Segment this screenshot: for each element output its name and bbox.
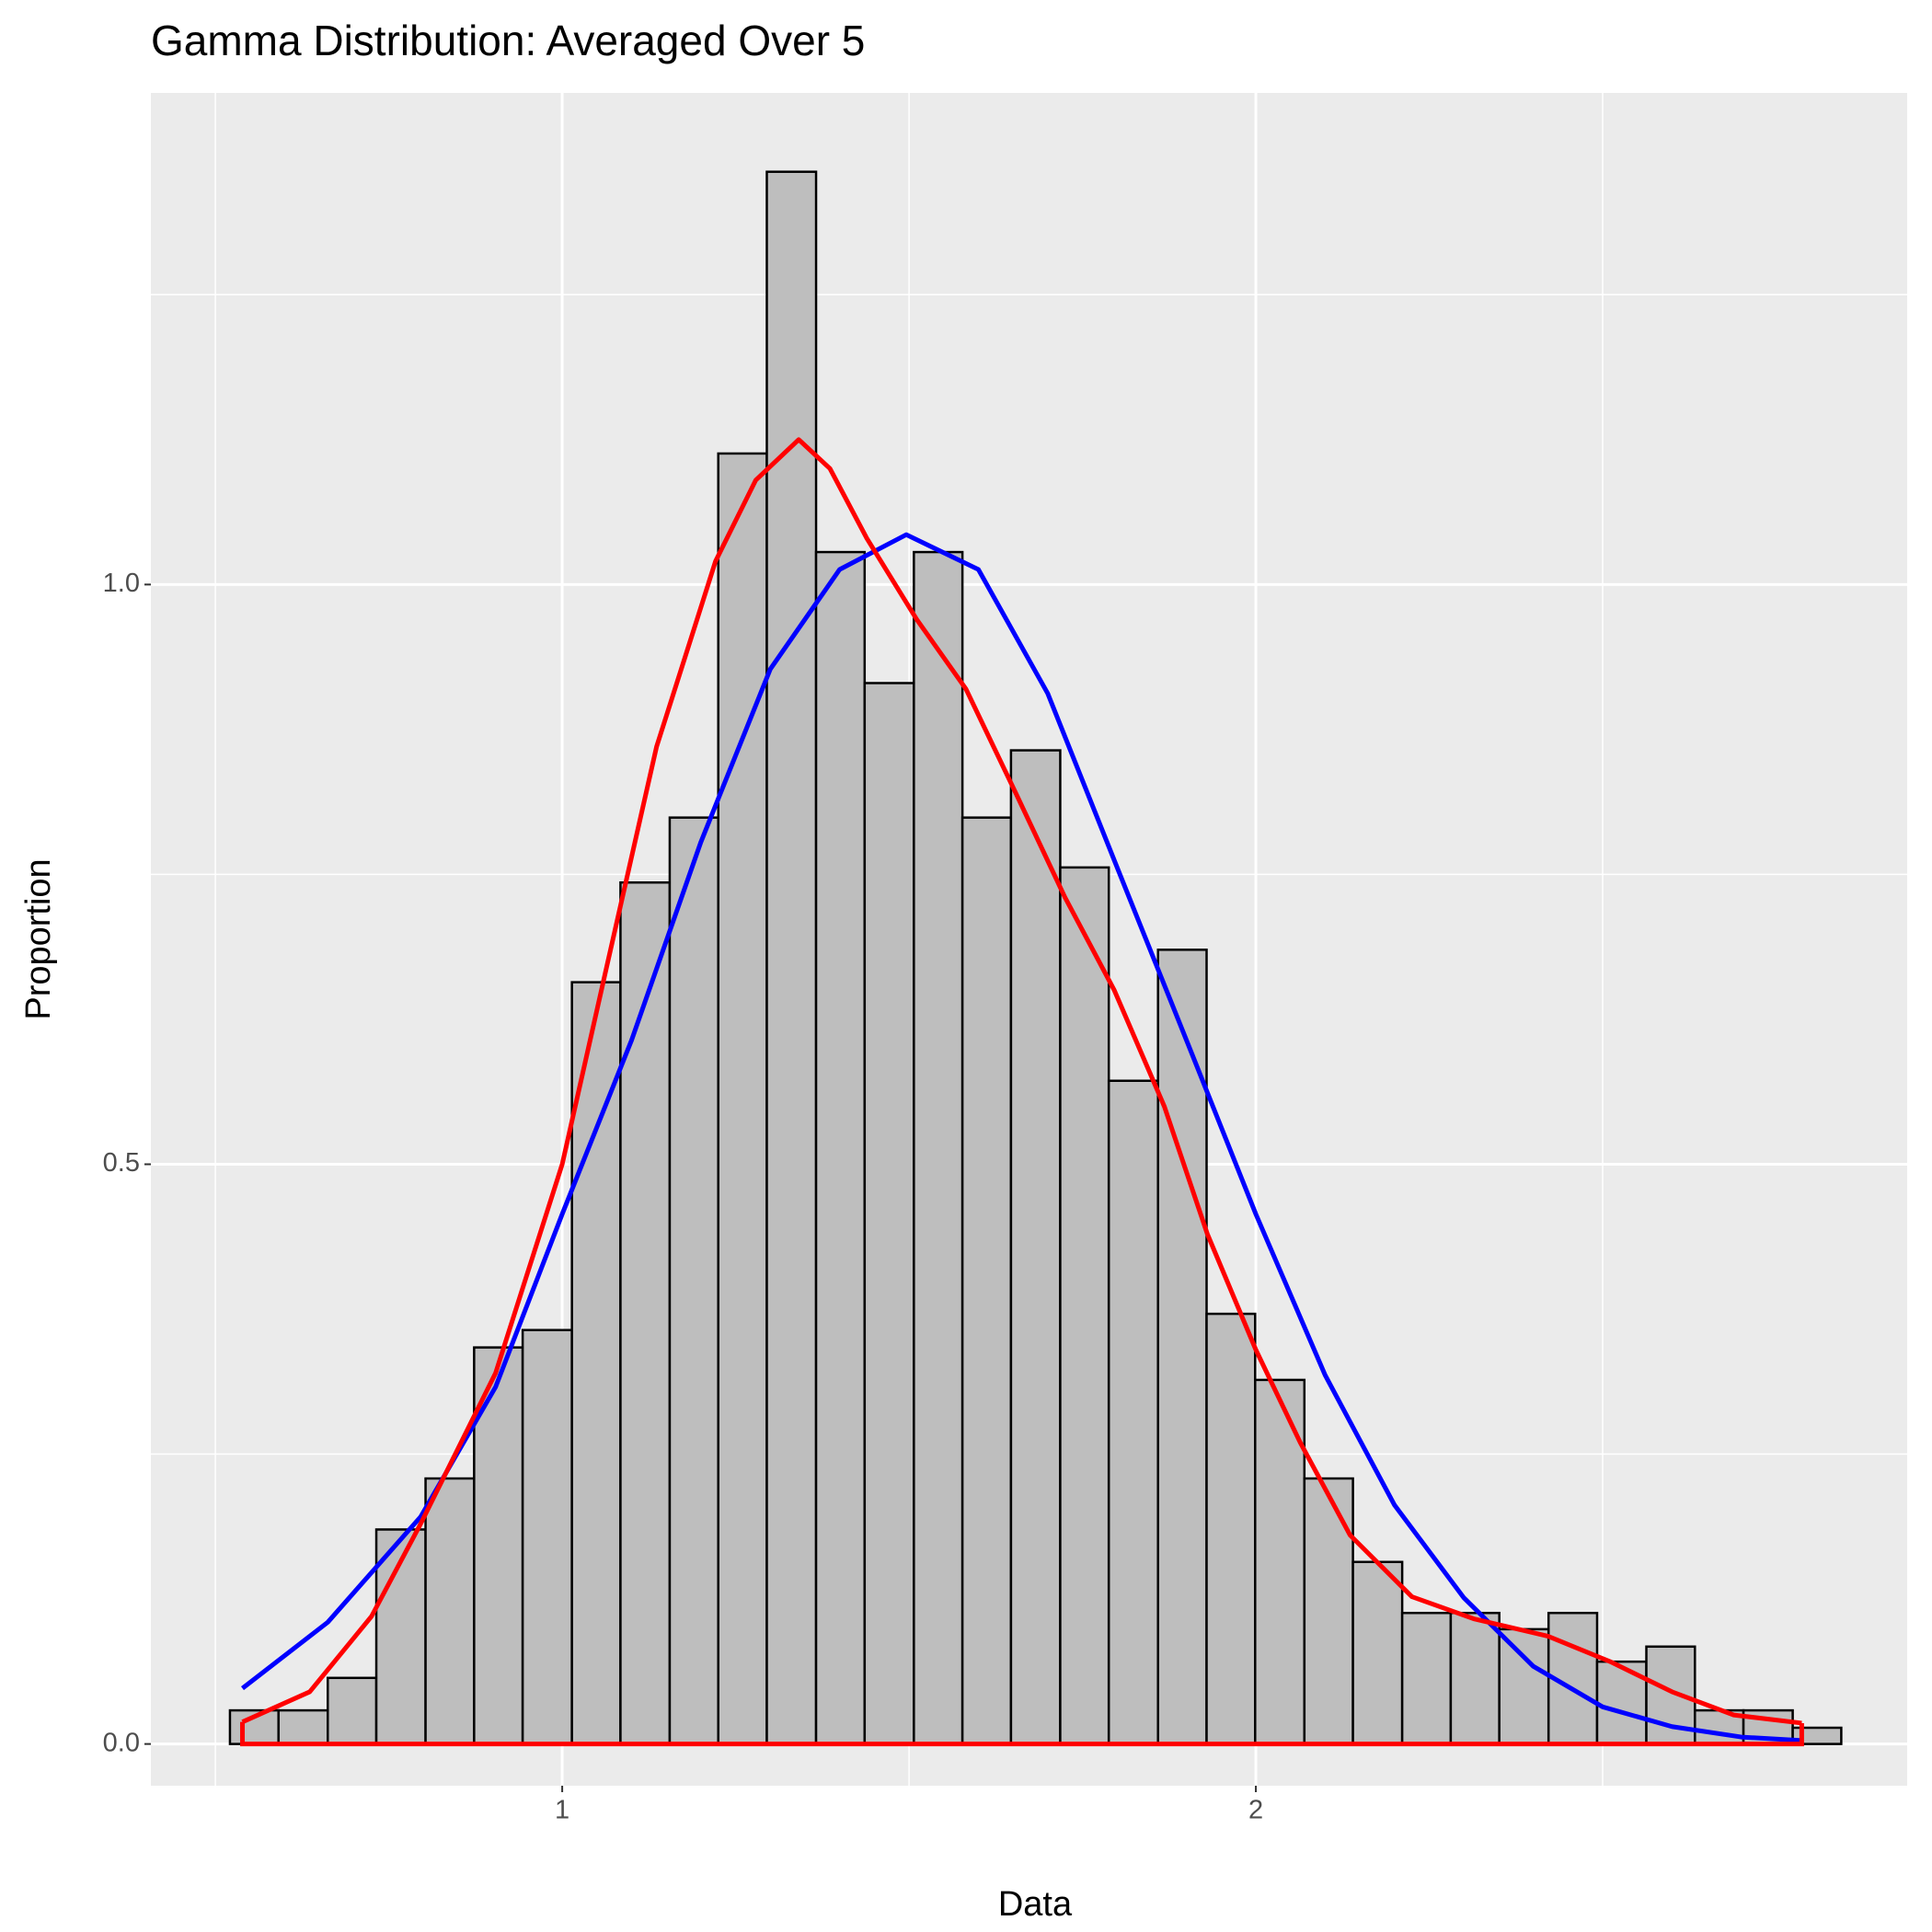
bar bbox=[619, 880, 672, 1745]
curve bbox=[240, 532, 1802, 1743]
bar bbox=[1059, 866, 1110, 1745]
x-tick-label: 2 bbox=[1248, 1796, 1263, 1825]
y-tick-label: 0.0 bbox=[103, 1728, 140, 1757]
bar bbox=[327, 1676, 378, 1745]
bar bbox=[570, 981, 622, 1745]
bar bbox=[1498, 1627, 1550, 1745]
bar bbox=[521, 1328, 573, 1745]
bar bbox=[1449, 1611, 1501, 1745]
curve bbox=[241, 437, 1802, 1726]
bar bbox=[1351, 1560, 1404, 1745]
y-axis-label: Proportion bbox=[19, 858, 58, 1019]
bar bbox=[814, 550, 867, 1745]
bar bbox=[1156, 949, 1208, 1745]
bar bbox=[1303, 1477, 1354, 1745]
bar bbox=[424, 1477, 476, 1745]
bar bbox=[1254, 1378, 1306, 1745]
bar bbox=[863, 682, 915, 1745]
bar bbox=[1791, 1726, 1843, 1745]
bar bbox=[1107, 1079, 1159, 1745]
x-axis-label: Data bbox=[998, 1885, 1073, 1924]
bar bbox=[717, 452, 768, 1745]
bar bbox=[1400, 1611, 1453, 1745]
bar bbox=[960, 816, 1013, 1745]
chart-title: Gamma Distribution: Averaged Over 5 bbox=[151, 17, 865, 64]
bar bbox=[668, 816, 719, 1745]
bar bbox=[277, 1708, 329, 1745]
y-tick-label: 0.5 bbox=[103, 1148, 140, 1178]
bar bbox=[913, 550, 964, 1745]
bar bbox=[765, 170, 818, 1745]
y-tick-label: 1.0 bbox=[103, 569, 140, 598]
bar bbox=[1205, 1312, 1257, 1745]
x-tick-label: 1 bbox=[555, 1796, 569, 1825]
bar bbox=[1009, 749, 1062, 1745]
density-baseline bbox=[240, 1721, 1804, 1747]
